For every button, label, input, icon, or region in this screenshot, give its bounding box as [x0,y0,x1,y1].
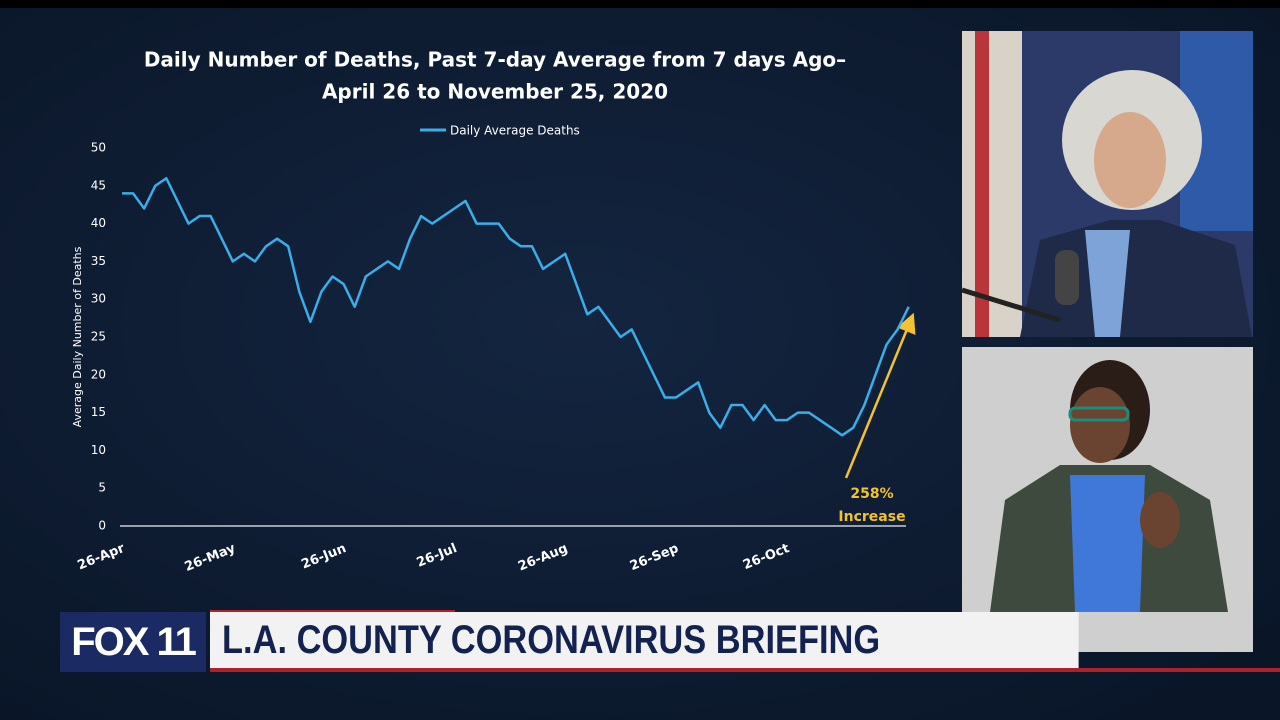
y-tick-label: 20 [91,367,106,381]
y-tick-label: 40 [91,216,106,230]
speaker-photo [961,31,1253,337]
annotation: 258% [850,486,893,502]
station-logo: FOX 11 [60,612,206,672]
legend-label: Daily Average Deaths [450,124,580,138]
increase-arrow [844,312,916,479]
y-tick-label: 50 [91,141,106,155]
annotation: Increase [838,509,905,525]
top-strip [0,0,1280,8]
banner-accent [210,610,455,613]
y-tick-label: 0 [98,519,106,533]
y-tick-label: 15 [91,405,106,419]
y-tick-label: 25 [91,330,106,344]
chart-title: April 26 to November 25, 2020 [322,80,668,104]
chart-title: Daily Number of Deaths, Past 7-day Avera… [144,48,846,72]
y-tick-label: 45 [91,178,106,192]
y-tick-label: 10 [91,443,106,457]
y-tick-label: 35 [91,254,106,268]
headline: L.A. COUNTY CORONAVIRUS BRIEFING [210,612,1079,668]
interpreter-photo [962,347,1253,652]
y-tick-label: 30 [91,292,106,306]
data-line [122,176,910,437]
banner-accent [210,668,1280,672]
y-axis-label: Average Daily Number of Deaths [71,246,84,427]
y-tick-label: 5 [98,481,106,495]
